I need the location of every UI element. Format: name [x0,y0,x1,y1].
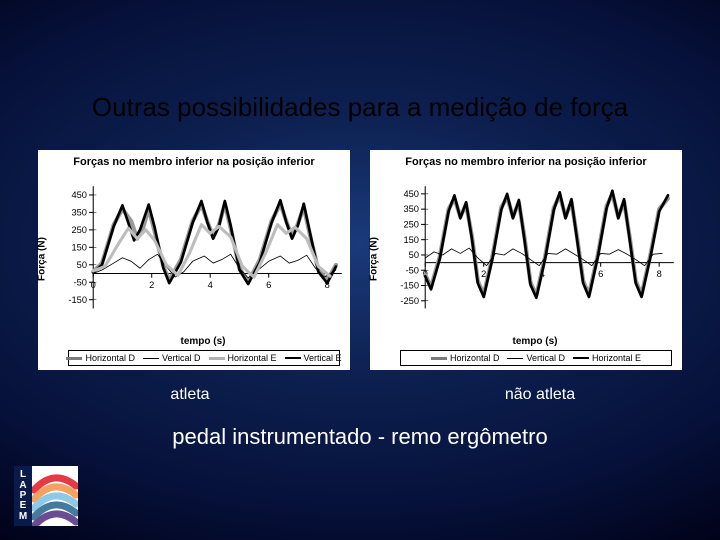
x-axis-label: tempo (s) [390,336,680,347]
chart-right: Forças no membro inferior na posição inf… [370,150,682,370]
x-axis-label: tempo (s) [58,336,348,347]
svg-text:450: 450 [403,189,419,199]
legend-item: Horizontal E [209,353,277,363]
svg-text:50: 50 [409,250,419,260]
y-axis-label: Força (N) [37,237,48,281]
caption-right: não atleta [460,386,620,404]
svg-text:-50: -50 [406,265,419,275]
y-axis-label: Força (N) [369,237,380,281]
subtitle: pedal instrumentado - remo ergômetro [0,424,720,450]
logo: LAPEM [14,466,78,526]
svg-text:-250: -250 [400,296,419,306]
svg-text:8: 8 [657,269,662,279]
svg-text:-150: -150 [68,295,87,305]
svg-text:-50: -50 [74,277,87,287]
svg-text:4: 4 [208,280,213,290]
logo-letters: LAPEM [14,466,32,526]
legend-item: Vertical D [507,353,565,363]
svg-text:450: 450 [71,190,87,200]
svg-text:250: 250 [71,225,87,235]
slide: Outras possibilidades para a medição de … [0,0,720,540]
legend-item: Vertical D [143,353,201,363]
legend-item: Vertical E [285,353,342,363]
legend: Horizontal D Vertical D Horizontal E Vertic… [68,350,340,366]
chart-left: Forças no membro inferior na posição inf… [38,150,350,370]
legend-item: Horizontal D [66,353,135,363]
svg-text:350: 350 [403,204,419,214]
legend: Horizontal D Vertical D Horizontal E [400,350,672,366]
legend-item: Horizontal D [431,353,500,363]
svg-text:250: 250 [403,220,419,230]
caption-left: atleta [120,386,260,404]
svg-text:2: 2 [149,280,154,290]
chart-title: Forças no membro inferior na posição inf… [40,156,348,168]
chart-title: Forças no membro inferior na posição inf… [372,156,680,168]
svg-text:350: 350 [71,208,87,218]
svg-text:150: 150 [403,235,419,245]
page-title: Outras possibilidades para a medição de … [0,92,720,123]
legend-item: Horizontal E [573,353,641,363]
logo-swirl-icon [32,466,78,526]
charts-row: Forças no membro inferior na posição inf… [32,150,688,370]
plot-area: -250-150-505015025035045002468 [390,170,680,335]
svg-text:50: 50 [77,260,87,270]
svg-text:-150: -150 [400,281,419,291]
svg-text:6: 6 [266,280,271,290]
svg-text:6: 6 [598,269,603,279]
plot-area: -150-505015025035045002468 [58,170,348,335]
svg-text:150: 150 [71,242,87,252]
